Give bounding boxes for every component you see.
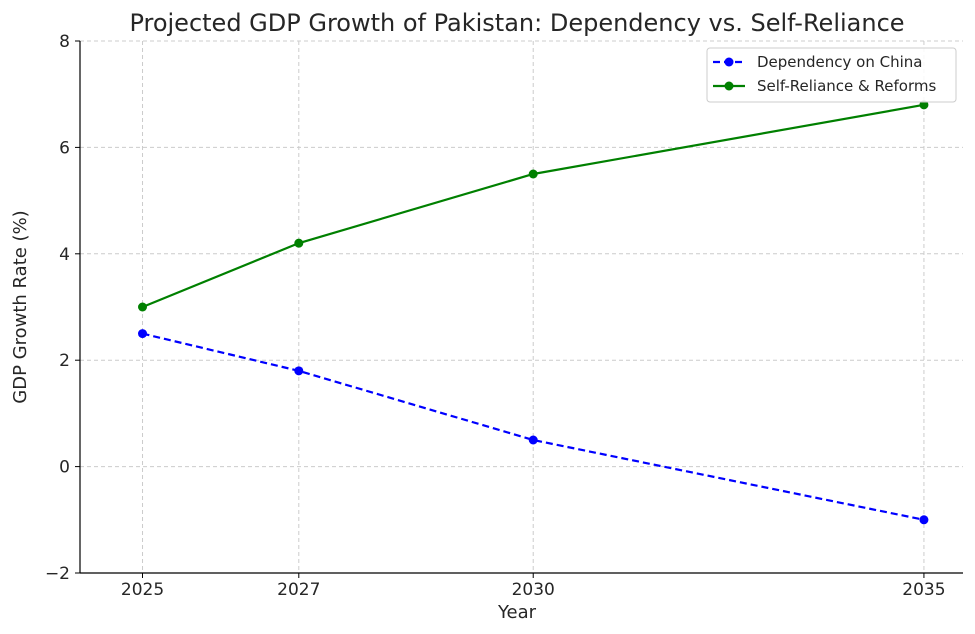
y-tick-label-4: 6 (59, 138, 70, 158)
x-tick-label-2025: 2025 (121, 580, 164, 600)
legend-marker-1 (724, 81, 734, 91)
series-0-point-2030 (528, 435, 538, 445)
legend-label-0: Dependency on China (757, 53, 922, 71)
y-tick-label-3: 4 (59, 245, 70, 265)
y-tick-label-0: −2 (45, 564, 70, 584)
series-group (138, 100, 929, 525)
legend-box (706, 47, 957, 103)
x-tick-label-2027: 2027 (277, 580, 320, 600)
legend-label-1: Self-Reliance & Reforms (757, 77, 936, 95)
legend: Dependency on China Self-Reliance & Refor… (706, 47, 957, 103)
series-0-point-2025 (138, 329, 148, 339)
series-1-point-2025 (138, 302, 148, 312)
chart-title: Projected GDP Growth of Pakistan: Depend… (129, 9, 904, 37)
series-line-0 (142, 332, 925, 521)
y-tick-label-5: 8 (59, 32, 70, 52)
x-tick-label-2035: 2035 (902, 580, 945, 600)
y-tick-label-1: 0 (59, 458, 70, 478)
x-axis-label: Year (497, 602, 537, 623)
series-line-1 (142, 103, 925, 309)
x-tick-label-2030: 2030 (512, 580, 555, 600)
axes: 2025 2027 2030 2035 −2 0 2 4 6 8 (45, 32, 963, 600)
series-0-point-2035 (919, 515, 929, 525)
y-axis-label: GDP Growth Rate (%) (10, 210, 31, 403)
series-1-point-2035 (919, 100, 929, 110)
legend-marker-0 (724, 57, 734, 67)
y-tick-label-2: 2 (59, 351, 70, 371)
series-1-point-2027 (294, 238, 304, 248)
series-1-point-2030 (528, 169, 538, 179)
series-0-point-2027 (294, 366, 304, 376)
